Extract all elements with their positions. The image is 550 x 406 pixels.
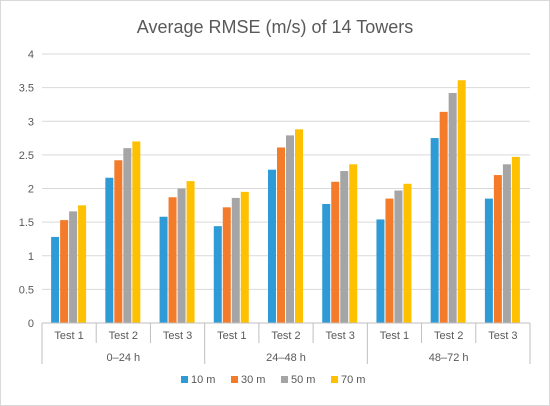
bar-50m-7 <box>448 93 457 323</box>
bar-70m-3 <box>240 191 249 323</box>
x-tick-label: Test 1 <box>380 330 409 342</box>
x-axis-labels: Test 1 Test 2 Test 3 Test 1 Test 2 Test 3 Test… <box>54 330 517 364</box>
bar-30m-0 <box>60 220 69 323</box>
x-tick-label: Test 1 <box>217 330 246 342</box>
legend-swatch <box>281 376 288 383</box>
bar-70m-2 <box>186 181 195 323</box>
bar-30m-8 <box>493 175 502 323</box>
legend-swatch <box>331 376 338 383</box>
x-tick-label: Test 2 <box>109 330 138 342</box>
bar-50m-0 <box>69 211 78 323</box>
y-tick-label: 2.5 <box>19 150 34 162</box>
bar-30m-7 <box>439 111 448 324</box>
bar-70m-4 <box>295 129 303 323</box>
legend-label: 10 m <box>191 374 215 386</box>
bar-10m-5 <box>322 203 331 323</box>
bar-50m-8 <box>502 164 511 323</box>
bar-50m-5 <box>340 171 349 323</box>
bar-50m-2 <box>177 188 186 323</box>
y-tick-label: 2 <box>28 184 34 196</box>
legend-label: 50 m <box>291 374 315 386</box>
bar-50m-3 <box>231 197 240 323</box>
bar-10m-2 <box>159 216 168 323</box>
x-group-label: 48–72 h <box>429 352 469 364</box>
bar-30m-3 <box>222 207 231 323</box>
y-tick-label: 0.5 <box>19 284 34 296</box>
y-tick-label: 3.5 <box>19 83 34 95</box>
x-group-label: 24–48 h <box>266 352 306 364</box>
bar-30m-5 <box>331 181 340 323</box>
x-axis <box>41 322 531 364</box>
x-tick-label: Test 3 <box>488 330 517 342</box>
y-tick-label: 0 <box>28 318 34 330</box>
bar-30m-1 <box>114 160 123 323</box>
bar-10m-7 <box>430 138 439 323</box>
y-tick-label: 4 <box>28 49 34 61</box>
bar-10m-1 <box>105 177 114 323</box>
x-tick-label: Test 3 <box>163 330 192 342</box>
bar-10m-3 <box>213 226 222 323</box>
bar-10m-6 <box>376 219 385 323</box>
bar-70m-8 <box>511 156 520 323</box>
bar-70m-1 <box>132 141 141 323</box>
bar-50m-4 <box>286 135 294 323</box>
bar-10m-0 <box>51 236 60 323</box>
legend-label: 30 m <box>241 374 265 386</box>
bar-30m-6 <box>385 198 394 323</box>
x-tick-label: Test 1 <box>54 330 83 342</box>
bar-50m-6 <box>394 190 403 323</box>
bar-70m-6 <box>403 183 412 323</box>
bar-70m-0 <box>78 205 87 323</box>
bar-10m-4 <box>268 169 276 323</box>
bar-70m-5 <box>349 164 358 323</box>
bar-70m-7 <box>457 80 466 323</box>
bars <box>51 80 520 324</box>
y-tick-label: 1 <box>28 251 34 263</box>
x-group-label: 0–24 h <box>107 352 141 364</box>
x-tick-label: Test 3 <box>326 330 355 342</box>
legend-label: 70 m <box>341 374 365 386</box>
chart-title: Average RMSE (m/s) of 14 Towers <box>137 17 413 37</box>
legend-swatch <box>231 376 238 383</box>
y-tick-label: 1.5 <box>19 217 34 229</box>
legend: 10 m 30 m 50 m 70 m <box>181 374 365 386</box>
bar-30m-4 <box>277 147 285 323</box>
y-tick-label: 3 <box>28 116 34 128</box>
legend-swatch <box>181 376 188 383</box>
x-tick-label: Test 2 <box>434 330 463 342</box>
y-axis-labels: 0 0.5 1 1.5 2 2.5 3 3.5 4 <box>19 49 34 330</box>
bar-30m-2 <box>168 197 177 323</box>
bar-10m-8 <box>484 198 493 323</box>
x-tick-label: Test 2 <box>271 330 300 342</box>
bar-50m-1 <box>123 148 132 323</box>
